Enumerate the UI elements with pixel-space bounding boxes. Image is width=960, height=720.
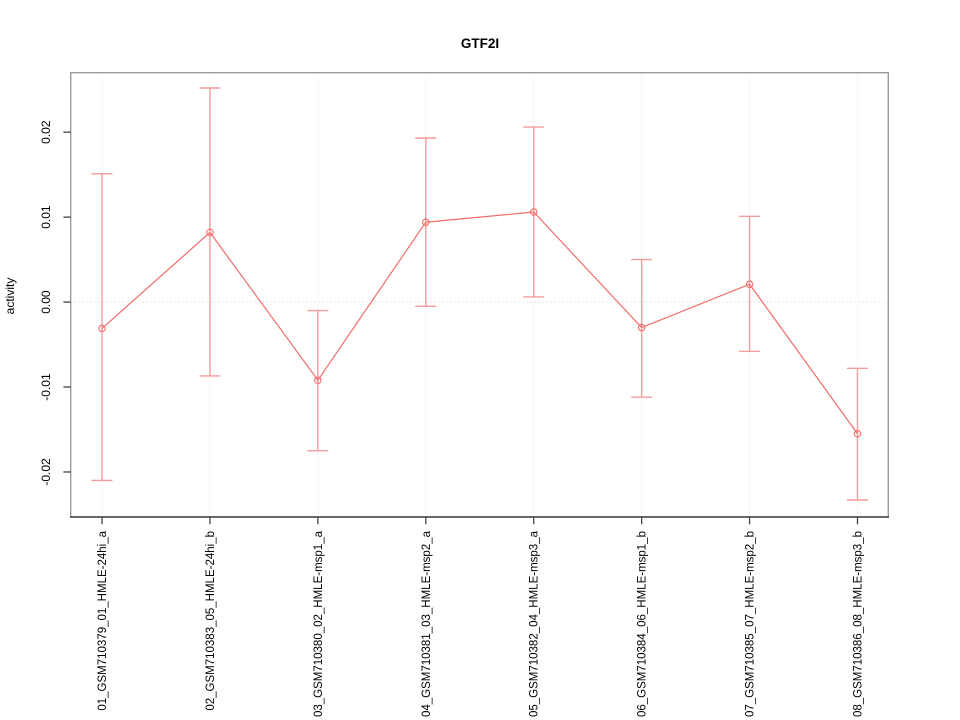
data-point-marker [98, 324, 106, 333]
y-tick-label: 0.02 [39, 120, 53, 144]
data-point-marker [853, 429, 862, 438]
plot-frame [69, 71, 889, 518]
data-point-marker [637, 323, 646, 332]
x-category-label: 04_GSM710381_03_HMLE-msp2_a [421, 530, 433, 717]
data-point-marker [206, 228, 214, 237]
x-category-label: 07_GSM710385_07_HMLE-msp2_b [745, 531, 757, 717]
x-category-label: 01_GSM710379_01_HMLE-24hi_a [97, 530, 109, 710]
x-category-label: 06_GSM710384_06_HMLE-msp1_b [637, 531, 649, 717]
data-point-marker [529, 208, 538, 216]
y-tick-label: 0.00 [39, 290, 53, 314]
y-tick-label: -0.02 [39, 458, 53, 486]
x-category-label: 03_GSM710380_02_HMLE-msp1_a [313, 530, 325, 717]
y-tick-label: -0.01 [39, 373, 53, 401]
data-point-marker [745, 280, 754, 288]
data-point-marker [422, 218, 430, 226]
x-category-label: 02_GSM710383_05_HMLE-24hi_b [205, 531, 217, 711]
data-point-marker [314, 376, 322, 384]
y-axis-label: activity [3, 277, 17, 315]
x-category-label: 05_GSM710382_04_HMLE-msp3_a [529, 530, 541, 717]
chart-title: GTF2I [460, 36, 500, 51]
x-category-label: 08_GSM710386_08_HMLE-msp3_b [853, 531, 865, 717]
y-tick-label: 0.01 [39, 205, 53, 229]
series-line [101, 211, 858, 435]
